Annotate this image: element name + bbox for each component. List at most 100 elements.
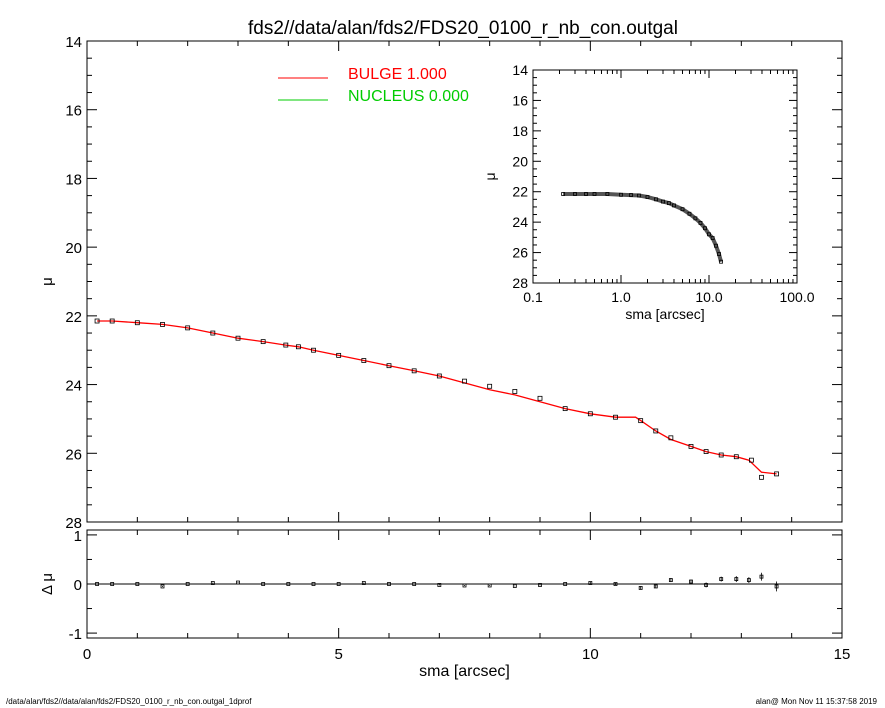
residual-point xyxy=(210,581,215,585)
data-point xyxy=(336,352,342,358)
inset-data-point xyxy=(573,192,577,196)
inset-data-point xyxy=(710,236,715,241)
residual-point xyxy=(462,583,467,588)
data-point xyxy=(512,389,518,394)
residual-y-axis-label: Δ μ xyxy=(39,573,56,595)
legend-label: BULGE 1.000 xyxy=(348,66,447,83)
residual-point xyxy=(412,582,417,586)
inset-data-point xyxy=(619,192,623,197)
main-y-tick-label: 26 xyxy=(65,446,82,463)
inset-y-tick-label: 22 xyxy=(512,184,528,200)
residual-point xyxy=(689,579,693,584)
inset-data-point xyxy=(698,221,703,225)
main-plot: 14 16 18 20 22 24 26 28 μ xyxy=(39,34,843,532)
data-point xyxy=(688,444,694,449)
residual-point xyxy=(286,582,291,586)
inset-y-tick-label: 26 xyxy=(512,245,528,261)
inset-data-point xyxy=(605,192,610,196)
residual-point xyxy=(110,582,115,586)
data-point xyxy=(235,335,241,341)
residual-point xyxy=(563,582,568,586)
residual-point xyxy=(437,583,442,587)
main-y-tick-label: 14 xyxy=(65,34,82,51)
residual-y-tick-label: 0 xyxy=(74,577,82,594)
residual-point xyxy=(538,583,542,587)
data-point xyxy=(283,342,289,348)
residual-point xyxy=(719,577,724,581)
data-point xyxy=(185,325,191,331)
residual-point xyxy=(95,582,99,586)
inset-data-point xyxy=(561,192,566,196)
residual-point xyxy=(668,578,673,582)
data-point xyxy=(718,452,724,458)
inset-data-point xyxy=(661,199,665,204)
data-point xyxy=(613,414,618,420)
residual-point xyxy=(734,577,739,581)
inset-data-point xyxy=(645,195,650,199)
residual-point xyxy=(613,582,618,586)
residual-point xyxy=(361,581,366,585)
residual-x-tick-label: 0 xyxy=(83,646,91,663)
data-point xyxy=(703,449,709,454)
data-point xyxy=(210,330,216,336)
data-point xyxy=(160,322,165,327)
residual-point xyxy=(135,582,140,586)
inset-x-tick-label: 10.0 xyxy=(695,289,722,305)
inset-x-tick-label: 0.1 xyxy=(523,289,543,305)
data-point xyxy=(436,373,442,379)
inset-y-tick-label: 16 xyxy=(512,92,528,108)
data-point xyxy=(733,454,739,460)
data-point xyxy=(759,474,764,480)
data-point xyxy=(260,339,266,345)
main-y-tick-label: 24 xyxy=(65,378,82,395)
main-y-tick-label: 16 xyxy=(65,103,82,120)
residual-point xyxy=(236,580,240,585)
residual-point xyxy=(512,584,517,588)
inset-data-point xyxy=(717,252,721,256)
main-y-tick-label: 20 xyxy=(65,240,82,257)
x-axis-label: sma [arcsec] xyxy=(419,663,510,680)
legend-label: NUCLEUS 0.000 xyxy=(348,88,469,105)
residual-point xyxy=(774,584,779,589)
inset-data-point xyxy=(637,193,641,198)
residual-point xyxy=(638,586,643,590)
residual-point xyxy=(261,582,266,586)
residual-y-tick-label: 1 xyxy=(74,528,82,545)
inset-data-point xyxy=(714,243,718,248)
residual-point xyxy=(336,582,341,586)
data-point xyxy=(134,320,140,326)
inset-x-tick-label: 100.0 xyxy=(779,289,814,305)
inset-data-point xyxy=(719,259,723,264)
inset-data-point xyxy=(707,232,711,237)
inset-y-tick-label: 14 xyxy=(512,62,528,78)
data-point xyxy=(638,418,644,424)
residual-point xyxy=(588,581,593,585)
data-point xyxy=(668,435,674,441)
main-y-tick-label: 22 xyxy=(65,309,82,326)
legend: BULGE 1.000 NUCLEUS 0.000 xyxy=(278,66,469,105)
data-point xyxy=(311,347,316,353)
data-point xyxy=(109,318,115,324)
residual-point xyxy=(746,578,751,582)
residual-point xyxy=(704,583,708,587)
bulge-model-line xyxy=(97,320,777,475)
residual-point xyxy=(653,584,658,589)
inset-x-tick-label: 1.0 xyxy=(611,289,631,305)
inset-data-point xyxy=(687,211,692,216)
footer-user-timestamp: alan@ Mon Nov 11 15:37:58 2019 xyxy=(755,697,877,706)
inset-data-point xyxy=(680,207,685,212)
inset-x-axis-label: sma [arcsec] xyxy=(625,306,704,322)
inset-y-tick-label: 28 xyxy=(512,275,528,291)
data-point xyxy=(462,378,467,384)
residual-point xyxy=(759,574,764,579)
data-point xyxy=(411,368,417,374)
inset-y-tick-label: 18 xyxy=(512,123,528,139)
inset-data-point xyxy=(672,203,676,208)
residual-point xyxy=(387,582,391,586)
inset-data-point xyxy=(666,201,671,206)
data-point xyxy=(487,383,493,389)
inset-background xyxy=(533,70,797,283)
residual-point xyxy=(185,582,190,586)
inset-data-point xyxy=(703,226,707,231)
